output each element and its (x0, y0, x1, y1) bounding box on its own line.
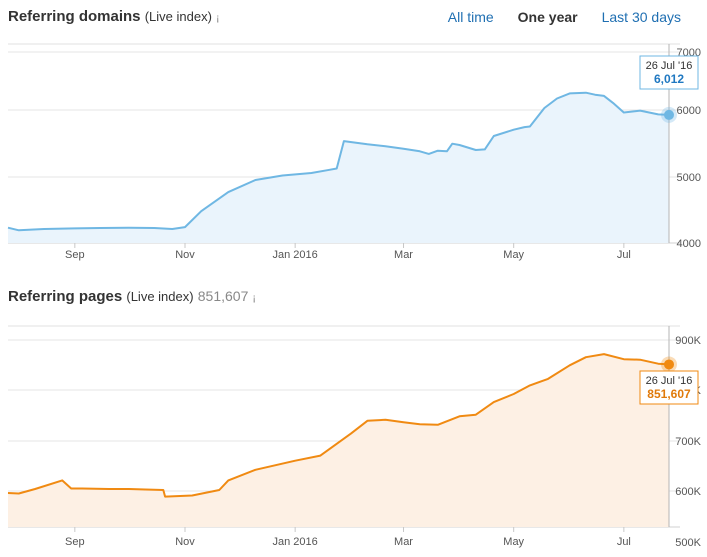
x-tick-label: Jul (617, 249, 631, 261)
tooltip-date: 26 Jul '16 (646, 60, 693, 72)
x-tick-label: May (503, 536, 524, 548)
tooltip-value: 851,607 (647, 387, 691, 401)
timeframe-selector: All time One year Last 30 days (448, 9, 681, 25)
y-tick-label: 500K (675, 537, 701, 549)
timeframe-last-30-days[interactable]: Last 30 days (601, 9, 681, 25)
series-line (7, 91, 670, 232)
pages-subtitle: (Live index) (126, 289, 194, 304)
x-tick-label: Jan 2016 (273, 536, 318, 548)
y-tick-label: 6000 (677, 105, 701, 117)
chart-title-domains: Referring domains (Live index) ¡ (8, 8, 219, 25)
tooltip-value: 6,012 (654, 72, 684, 86)
domains-title: Referring domains (8, 8, 141, 25)
hover-point (664, 109, 674, 120)
timeframe-all-time[interactable]: All time (447, 9, 494, 25)
series-area (8, 354, 669, 527)
referring-domains-chart: Sep Nov Jan 2016 Mar May Jul40005000600070002… (7, 43, 701, 261)
series-area (8, 92, 669, 243)
x-tick-label: Nov (175, 536, 195, 548)
y-tick-label: 600K (675, 486, 701, 498)
y-tick-label: 5000 (677, 172, 701, 184)
y-tick-label: 700K (675, 436, 701, 448)
pages-total-value: 851,607 (197, 288, 249, 304)
series-line (7, 353, 670, 498)
hover-point (664, 359, 674, 370)
chart-title-pages: Referring pages (Live index) 851,607 ¡ (8, 288, 256, 305)
x-tick-label: Jan 2016 (273, 249, 318, 261)
tooltip-box (639, 55, 699, 90)
x-tick-label: Sep (65, 536, 85, 548)
info-icon[interactable]: ¡ (252, 293, 256, 304)
domains-subtitle: (Live index) (144, 9, 212, 24)
tooltip-date: 26 Jul '16 (646, 375, 693, 387)
info-icon[interactable]: ¡ (216, 13, 220, 24)
x-tick-label: Mar (394, 536, 413, 548)
tooltip-box (639, 370, 699, 405)
x-tick-label: Sep (65, 249, 85, 261)
x-tick-label: May (503, 249, 524, 261)
y-tick-label: 900K (675, 335, 701, 347)
x-tick-label: Mar (394, 249, 413, 261)
timeframe-one-year[interactable]: One year (517, 9, 578, 25)
y-tick-label: 4000 (677, 238, 701, 250)
x-tick-label: Nov (175, 249, 195, 261)
pages-title: Referring pages (8, 288, 123, 305)
x-tick-label: Jul (617, 536, 631, 548)
